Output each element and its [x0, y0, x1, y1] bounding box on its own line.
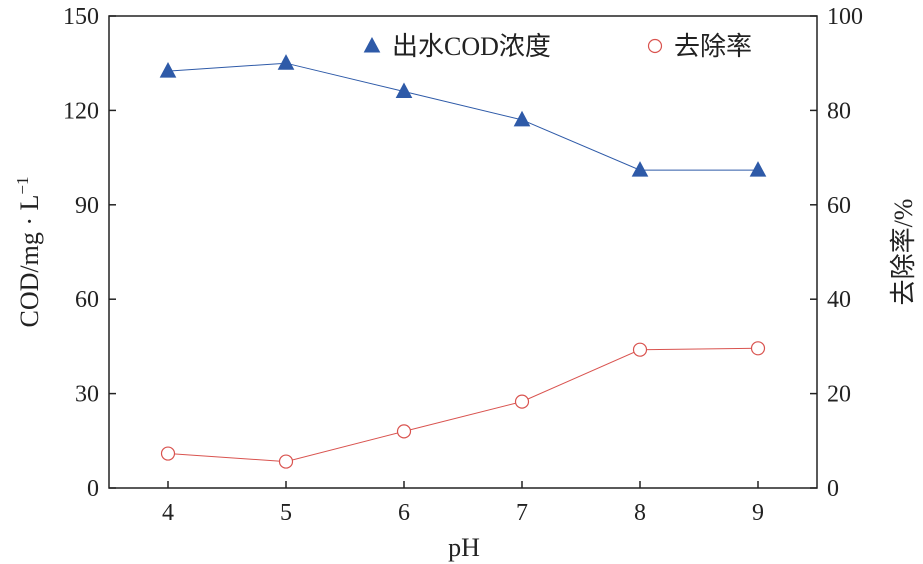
x-tick-label: 5	[280, 500, 292, 526]
left-y-tick-label: 150	[63, 4, 99, 30]
data-point-circle	[514, 394, 530, 409]
left-y-tick-label: 90	[75, 193, 99, 219]
left-y-tick-label: 120	[63, 98, 99, 124]
data-point-triangle	[277, 54, 295, 70]
data-point-triangle	[631, 161, 649, 177]
data-point-circle	[750, 341, 766, 356]
right-y-tick-label: 100	[827, 4, 863, 30]
x-axis: 4 5 6 7 8 9	[162, 481, 764, 526]
right-y-tick-label: 60	[827, 193, 851, 219]
x-tick-label: 9	[752, 500, 764, 526]
legend-label-1: 出水COD浓度	[392, 32, 551, 61]
x-axis-title: pH	[448, 533, 480, 562]
legend-marker-triangle	[363, 36, 381, 53]
x-tick-label: 4	[162, 500, 174, 526]
right-y-tick-label: 40	[827, 287, 851, 313]
data-point-circle	[160, 446, 176, 461]
left-y-tick-label: 30	[75, 382, 99, 408]
plot-border	[108, 15, 818, 489]
data-point-circle	[396, 424, 412, 439]
left-y-axis-title-superscript: −1	[13, 177, 32, 195]
left-y-axis-title-main: COD/mg · L	[15, 195, 44, 328]
data-point-triangle	[395, 82, 413, 99]
data-point-circle	[632, 342, 648, 357]
series-line-2	[167, 347, 759, 463]
x-tick-label: 8	[634, 500, 646, 526]
left-y-axis: 0 30 60 90 120 150	[63, 4, 116, 502]
legend-label-2: 去除率	[674, 32, 752, 61]
right-y-axis-title: 去除率/%	[889, 199, 918, 306]
legend: 出水COD浓度 去除率	[363, 32, 752, 61]
data-point-triangle	[749, 161, 767, 177]
data-point-triangle	[513, 110, 531, 127]
right-y-tick-label: 20	[827, 382, 851, 408]
left-y-axis-title: COD/mg · L−1	[13, 177, 44, 328]
x-tick-label: 7	[516, 500, 528, 526]
legend-marker-circle	[647, 38, 663, 54]
series-line-1	[167, 62, 758, 171]
data-point-circle	[278, 454, 294, 469]
right-y-tick-label: 80	[827, 98, 851, 124]
series-layer	[159, 54, 767, 469]
x-tick-label: 6	[398, 500, 410, 526]
plot-frame	[108, 15, 818, 489]
left-y-tick-label: 60	[75, 287, 99, 313]
data-point-triangle	[159, 62, 177, 78]
left-y-tick-label: 0	[87, 476, 99, 502]
right-y-axis: 0 20 40 60 80 100	[810, 4, 863, 502]
right-y-tick-label: 0	[827, 476, 839, 502]
